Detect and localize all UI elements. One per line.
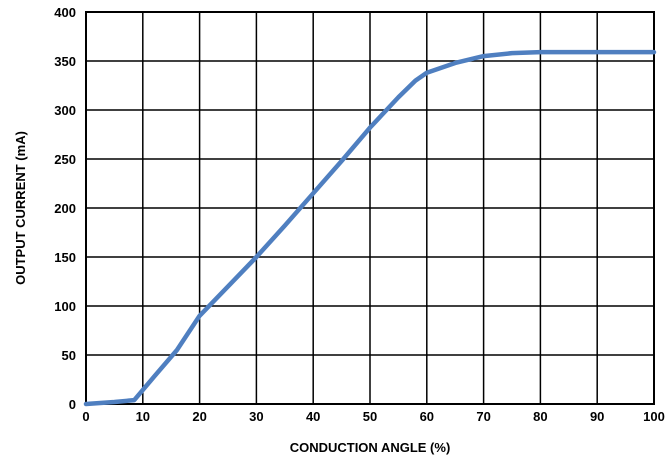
x-tick-label-80: 80 [533, 409, 547, 424]
x-tick-label-50: 50 [363, 409, 377, 424]
y-tick-label-150: 150 [54, 250, 76, 265]
series-line-0 [83, 49, 657, 407]
series-layer [83, 49, 657, 407]
x-tick-label-90: 90 [590, 409, 604, 424]
x-tick-label-10: 10 [136, 409, 150, 424]
y-tick-label-200: 200 [54, 201, 76, 216]
y-tick-label-250: 250 [54, 152, 76, 167]
x-axis-title: CONDUCTION ANGLE (%) [290, 440, 451, 455]
y-tick-label-400: 400 [54, 5, 76, 20]
x-tick-label-70: 70 [476, 409, 490, 424]
x-tick-label-20: 20 [192, 409, 206, 424]
y-axis-title: OUTPUT CURRENT (mA) [13, 131, 28, 285]
x-tick-label-40: 40 [306, 409, 320, 424]
x-tick-label-60: 60 [420, 409, 434, 424]
grid-lines [86, 12, 654, 404]
y-tick-label-100: 100 [54, 299, 76, 314]
x-tick-label-0: 0 [82, 409, 89, 424]
y-tick-label-0: 0 [69, 397, 76, 412]
x-tick-label-30: 30 [249, 409, 263, 424]
x-tick-labels: 0 10 20 30 40 50 60 70 80 90 100 [82, 409, 664, 424]
x-tick-label-100: 100 [643, 409, 665, 424]
y-tick-label-300: 300 [54, 103, 76, 118]
y-tick-label-350: 350 [54, 54, 76, 69]
plot-frame [85, 11, 655, 405]
y-tick-label-50: 50 [62, 348, 76, 363]
y-tick-labels: 0 50 100 150 200 250 300 350 400 [54, 5, 76, 412]
